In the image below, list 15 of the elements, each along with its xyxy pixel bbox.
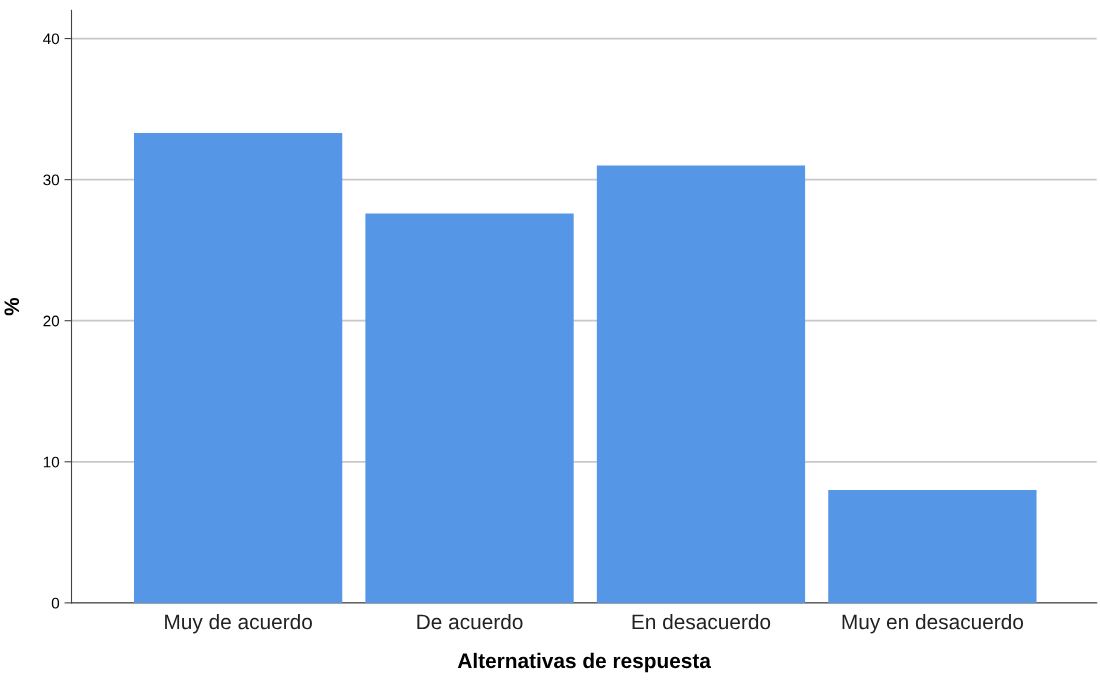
y-axis-title: %	[4, 297, 20, 316]
y-tick-label: 20	[43, 315, 60, 327]
bar	[596, 165, 806, 603]
bar	[133, 133, 343, 603]
y-tick-label: 10	[43, 456, 60, 468]
bar	[365, 213, 574, 603]
x-axis-title: Alternativas de respuesta	[457, 652, 712, 673]
x-tick-label: De acuerdo	[417, 613, 523, 630]
y-tick-label: 40	[43, 33, 60, 45]
x-tick-label: Muy en desacuerdo	[842, 613, 1024, 634]
y-tick-label: 0	[51, 597, 60, 609]
x-tick-label: En desacuerdo	[632, 613, 771, 630]
y-tick-label: 30	[43, 174, 60, 186]
bar	[828, 490, 1037, 603]
x-tick-label: Muy de acuerdo	[165, 613, 312, 634]
